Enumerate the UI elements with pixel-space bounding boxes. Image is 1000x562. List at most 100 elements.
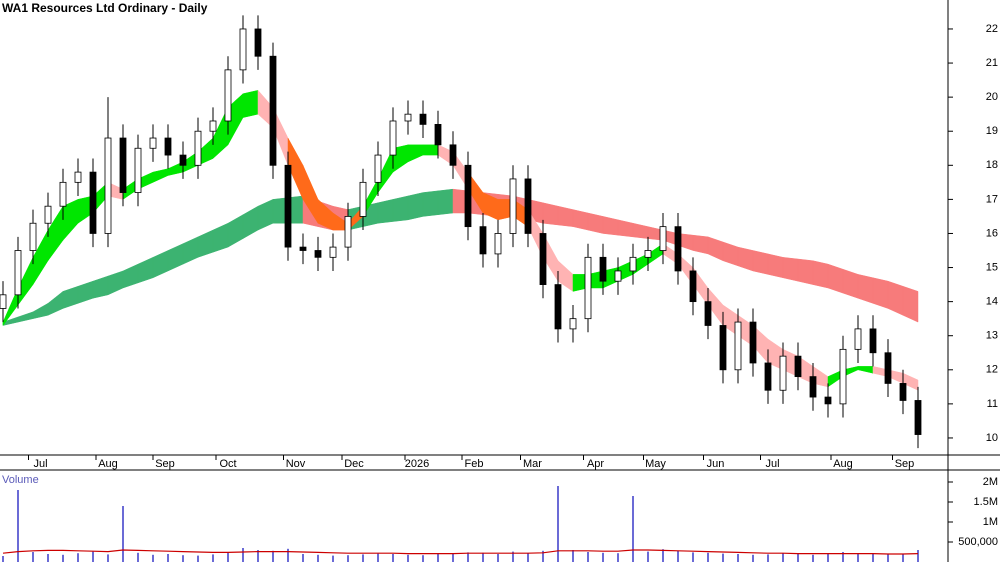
long-ribbon <box>782 257 799 282</box>
candle-body <box>404 113 412 122</box>
volume-bar <box>497 554 499 562</box>
long-ribbon <box>767 253 784 279</box>
candle-body <box>674 226 682 272</box>
candle-body <box>209 120 217 132</box>
candle-body <box>569 318 577 330</box>
x-tick-label: Aug <box>833 458 853 470</box>
volume-bar <box>197 555 199 562</box>
y-tick-label: 1.5M <box>974 496 998 508</box>
candle-body <box>794 355 802 378</box>
candle-body <box>434 124 442 146</box>
candle-body <box>764 362 772 391</box>
volume-bar <box>572 550 574 562</box>
volume-bar <box>407 554 409 562</box>
y-tick-label: 20 <box>986 91 998 103</box>
volume-bar <box>137 552 139 562</box>
volume-bar <box>32 552 34 562</box>
y-tick-label: 15 <box>986 261 998 273</box>
candle-body <box>119 137 127 193</box>
candle-body <box>89 171 97 234</box>
candle-body <box>779 355 787 391</box>
volume-bar <box>602 552 604 562</box>
volume-bar <box>617 553 619 562</box>
y-tick-label: 22 <box>986 23 998 35</box>
volume-bar <box>77 553 79 562</box>
long-ribbon <box>542 202 559 226</box>
volume-bar <box>332 555 334 562</box>
volume-bar <box>902 553 904 562</box>
long-ribbon <box>842 268 859 299</box>
candle-body <box>104 137 112 234</box>
volume-bar <box>782 553 784 562</box>
volume-bar <box>767 554 769 562</box>
y-tick-label: 14 <box>986 296 998 308</box>
candle-body <box>314 250 322 258</box>
candle-body <box>0 294 7 309</box>
candle-body <box>869 328 877 354</box>
volume-bar <box>287 548 289 562</box>
candle-body <box>719 325 727 371</box>
volume-bar <box>812 554 814 562</box>
volume-bar <box>887 554 889 562</box>
volume-bar <box>647 551 649 562</box>
volume-bar <box>257 550 259 562</box>
candle-body <box>479 226 487 255</box>
candle-body <box>59 181 67 207</box>
y-tick-label: 16 <box>986 227 998 239</box>
volume-bar <box>797 554 799 562</box>
candle-body <box>329 246 337 258</box>
x-tick-label: 2026 <box>405 458 429 470</box>
long-ribbon <box>857 274 874 304</box>
volume-bar <box>512 551 514 562</box>
chart-title: WA1 Resources Ltd Ordinary - Daily <box>2 1 208 15</box>
candle-body <box>194 130 202 166</box>
long-ribbon <box>422 190 439 217</box>
candle-body <box>74 171 82 183</box>
volume-bar <box>752 554 754 562</box>
volume-bar <box>182 555 184 562</box>
volume-bar <box>827 553 829 562</box>
candle-body <box>269 55 277 166</box>
volume-bar <box>587 552 589 562</box>
volume-bar <box>362 554 364 562</box>
candle-body <box>539 233 547 285</box>
volume-bar <box>527 553 529 562</box>
candle-body <box>899 383 907 401</box>
long-ribbon <box>377 199 394 224</box>
plot-layer <box>0 15 922 562</box>
x-tick-label: Jul <box>33 458 47 470</box>
candle-body <box>914 400 922 435</box>
long-ribbon <box>812 260 829 289</box>
long-ribbon <box>587 212 604 234</box>
volume-bar <box>227 552 229 562</box>
candle-body <box>614 270 622 282</box>
volume-bar <box>272 550 274 562</box>
candle-body <box>14 250 22 296</box>
y-tick-label: 17 <box>986 193 998 205</box>
x-tick-label: Oct <box>219 458 236 470</box>
volume-bar <box>122 506 124 562</box>
candle-body <box>359 181 367 217</box>
candle-body <box>374 154 382 183</box>
volume-bar <box>872 554 874 562</box>
x-tick-label: Dec <box>344 458 364 470</box>
x-tick-label: Mar <box>523 458 542 470</box>
candle-body <box>689 270 697 303</box>
volume-bar <box>302 554 304 562</box>
candle-body <box>179 154 187 166</box>
volume-bar <box>47 554 49 562</box>
volume-bar <box>692 552 694 562</box>
volume-bar <box>452 553 454 562</box>
x-tick-label: Nov <box>286 458 306 470</box>
long-ribbon <box>407 192 424 221</box>
x-tick-label: Sep <box>155 458 175 470</box>
long-ribbon <box>557 205 574 227</box>
volume-bar <box>437 554 439 562</box>
candle-body <box>884 352 892 384</box>
x-tick-label: Jun <box>707 458 725 470</box>
candle-body <box>734 321 742 371</box>
candle-body <box>239 28 247 71</box>
volume-bar <box>2 556 4 562</box>
volume-bar <box>482 552 484 562</box>
candle-body <box>254 28 262 57</box>
